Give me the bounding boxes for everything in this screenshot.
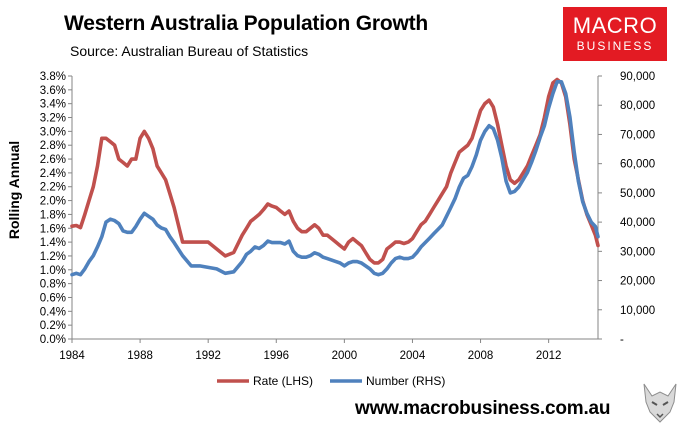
x-tick-label: 2000: [332, 350, 358, 362]
macrobusiness-logo[interactable]: MACRO BUSINESS: [563, 7, 667, 61]
wolf-logo-icon: [643, 383, 677, 423]
y-axis-label: Rolling Annual: [6, 141, 22, 239]
y-left-tick-label: 3.2%: [40, 113, 66, 125]
y-right-tick-label: 40,000: [620, 217, 655, 229]
y-right-tick-label: 70,000: [620, 129, 655, 141]
y-left-tick-label: 2.8%: [40, 140, 66, 152]
y-right-tick-label: -: [620, 334, 624, 346]
y-left-tick-label: 2.4%: [40, 168, 66, 180]
y-right-tick-label: 50,000: [620, 188, 655, 200]
y-left-tick-label: 1.0%: [40, 265, 66, 277]
y-left-tick-label: 1.2%: [40, 251, 66, 263]
x-tick-label: 1992: [195, 350, 221, 362]
legend-rate-label: Rate (LHS): [253, 374, 313, 388]
y-left-tick-label: 0.6%: [40, 292, 66, 304]
y-left-tick-label: 1.4%: [40, 237, 66, 249]
number-series-line: [70, 80, 600, 277]
y-left-tick-label: 1.6%: [40, 223, 66, 235]
y-left-tick-label: 3.4%: [40, 99, 66, 111]
y-right-tick-label: 30,000: [620, 246, 655, 258]
x-tick-label: 2012: [536, 350, 562, 362]
y-left-tick-label: 1.8%: [40, 209, 66, 221]
y-right-tick-label: 90,000: [620, 71, 655, 83]
y-left-tick-label: 3.8%: [40, 71, 66, 83]
chart-title: Western Australia Population Growth: [64, 12, 429, 35]
y-left-tick-label: 0.2%: [40, 320, 66, 332]
y-right-tick-label: 10,000: [620, 305, 655, 317]
website-url[interactable]: www.macrobusiness.com.au: [355, 398, 611, 419]
y-left-tick-label: 2.2%: [40, 182, 66, 194]
y-right-tick-label: 60,000: [620, 159, 655, 171]
x-tick-label: 1996: [263, 350, 289, 362]
logo-line-macro: MACRO: [572, 13, 658, 38]
y-left-tick-label: 2.0%: [40, 196, 66, 208]
y-left-tick-label: 0.0%: [40, 334, 66, 346]
chart-source: Source: Australian Bureau of Statistics: [70, 43, 309, 59]
y-left-tick-label: 3.6%: [40, 85, 66, 97]
rate-series-line: [70, 77, 600, 265]
x-tick-label: 2008: [468, 350, 494, 362]
y-left-tick-label: 2.6%: [40, 154, 66, 166]
logo-line-business: BUSINESS: [576, 39, 654, 53]
y-left-tick-label: 0.8%: [40, 279, 66, 291]
y-left-tick-label: 0.4%: [40, 306, 66, 318]
y-left-tick-label: 3.0%: [40, 126, 66, 138]
y-right-tick-label: 80,000: [620, 100, 655, 112]
x-tick-label: 2004: [400, 350, 426, 362]
legend-number-label: Number (RHS): [366, 374, 445, 388]
y-right-tick-label: 20,000: [620, 276, 655, 288]
x-tick-label: 1984: [59, 350, 85, 362]
x-tick-label: 1988: [127, 350, 153, 362]
